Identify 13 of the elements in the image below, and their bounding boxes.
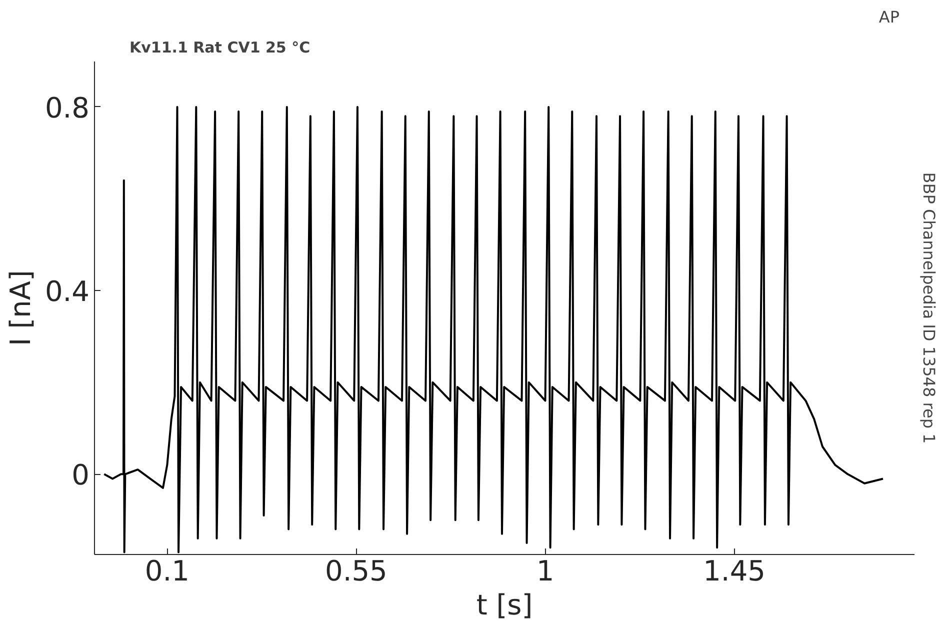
chart-title: Kv11.1 Rat CV1 25 °C [130,38,310,56]
y-tick-label: 0.4 [44,275,90,308]
x-axis-title: t [s] [476,588,533,622]
x-tick-label: 1 [536,554,554,588]
line-series [103,106,884,554]
x-tick-label: 1.45 [703,554,766,588]
text: AP [878,8,900,26]
x-tick-label: 0.1 [144,554,190,588]
text: BBP Channelpedia ID 13548 rep 1 [920,172,938,444]
x-tick-label: 0.55 [325,554,388,588]
y-axis-title: I [nA] [4,270,37,346]
y-tick-label: 0 [72,458,90,492]
y-tick-label: 0.8 [44,91,90,124]
